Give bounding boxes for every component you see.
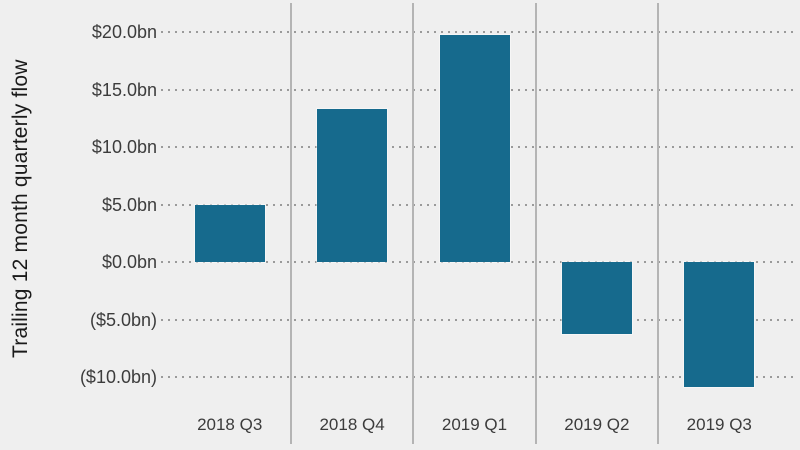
bar-2019-q3: [684, 262, 755, 388]
y-tick-label: $10.0bn: [91, 137, 157, 157]
y-gridline: [161, 261, 795, 263]
x-tick-label: 2018 Q3: [197, 415, 263, 434]
x-tick-label: 2019 Q1: [441, 415, 508, 434]
x-tick-label: 2019 Q2: [564, 415, 630, 434]
x-tick-label: 2018 Q4: [319, 415, 385, 434]
bar-2019-q2: [561, 262, 632, 335]
bar-2019-q1: [439, 35, 510, 262]
y-tick-label: ($10.0bn): [79, 367, 157, 387]
y-tick-label: ($5.0bn): [89, 309, 157, 330]
x-tick-label: 2019 Q3: [686, 415, 752, 434]
y-gridline: [161, 31, 795, 33]
y-tick-label: $5.0bn: [101, 194, 157, 215]
y-tick-label: $20.0bn: [91, 22, 157, 42]
category-separator: [657, 3, 660, 444]
bar-2018-q3: [194, 204, 265, 262]
category-separator: [289, 3, 292, 444]
y-tick-label: $0.0bn: [101, 252, 157, 272]
category-separator: [412, 3, 415, 444]
y-gridline: [161, 376, 795, 378]
y-gridline: [161, 318, 795, 321]
y-tick-label: $15.0bn: [91, 79, 157, 100]
category-separator: [534, 3, 537, 444]
bar-2018-q4: [317, 109, 388, 262]
